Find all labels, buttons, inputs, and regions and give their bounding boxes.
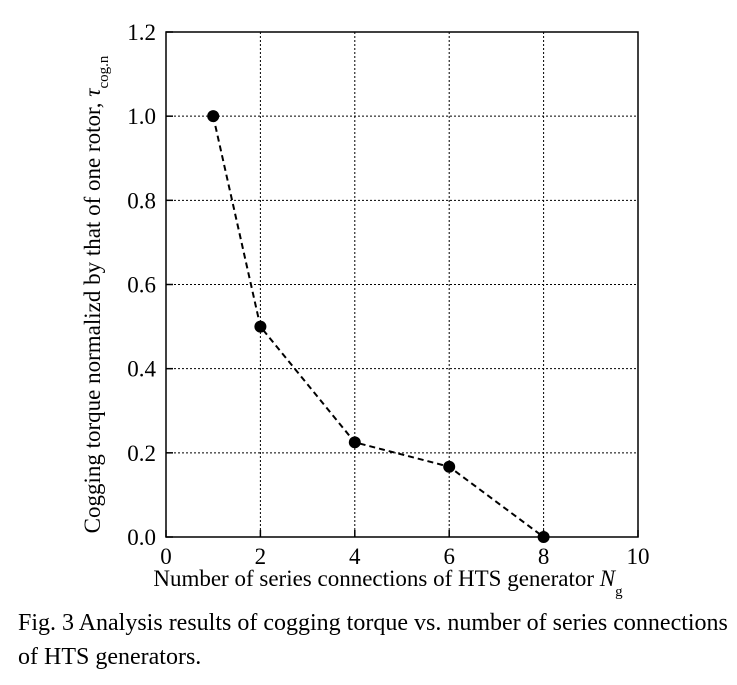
x-axis-title-text: Number of series connections of HTS gene… xyxy=(153,566,599,591)
y-axis-title-text: Cogging torque normalizd by that of one … xyxy=(80,97,105,534)
data-point xyxy=(207,110,220,123)
grid-lines xyxy=(166,32,638,537)
y-axis-title-symbol: τ xyxy=(80,88,105,97)
y-tick-label: 0.6 xyxy=(127,273,156,298)
x-tick-label: 8 xyxy=(538,544,550,569)
chart: 0 2 4 6 8 10 0.0 0.2 0.4 0.6 0.8 1.0 1.2 Number of s… xyxy=(80,20,650,600)
x-tick-label: 10 xyxy=(627,544,650,569)
x-axis-title-subscript: g xyxy=(615,584,623,600)
y-axis-title: Cogging torque normalizd by that of one … xyxy=(80,55,112,533)
x-tick-label: 4 xyxy=(349,544,361,569)
y-axis-title-subscript: cog.n xyxy=(96,55,112,88)
y-tick-label: 0.4 xyxy=(127,357,156,382)
data-point xyxy=(537,531,550,543)
x-tick-label: 2 xyxy=(255,544,267,569)
x-axis-title-symbol: N xyxy=(599,566,617,591)
figure-caption: Fig. 3 Analysis results of cogging torqu… xyxy=(18,610,728,670)
y-tick-label: 0.2 xyxy=(127,441,156,466)
y-tick-label: 1.0 xyxy=(127,104,156,129)
y-tick-label: 1.2 xyxy=(127,20,156,45)
data-point xyxy=(443,460,456,473)
axis-ticks: 0 2 4 6 8 10 0.0 0.2 0.4 0.6 0.8 1.0 1.2 xyxy=(127,20,649,569)
data-points xyxy=(207,110,550,543)
x-tick-label: 0 xyxy=(160,544,172,569)
data-point xyxy=(254,320,267,333)
data-point xyxy=(348,436,361,449)
x-tick-label: 6 xyxy=(443,544,455,569)
y-tick-label: 0.8 xyxy=(127,188,156,213)
x-axis-title: Number of series connections of HTS gene… xyxy=(153,566,623,600)
y-tick-label: 0.0 xyxy=(127,525,156,550)
